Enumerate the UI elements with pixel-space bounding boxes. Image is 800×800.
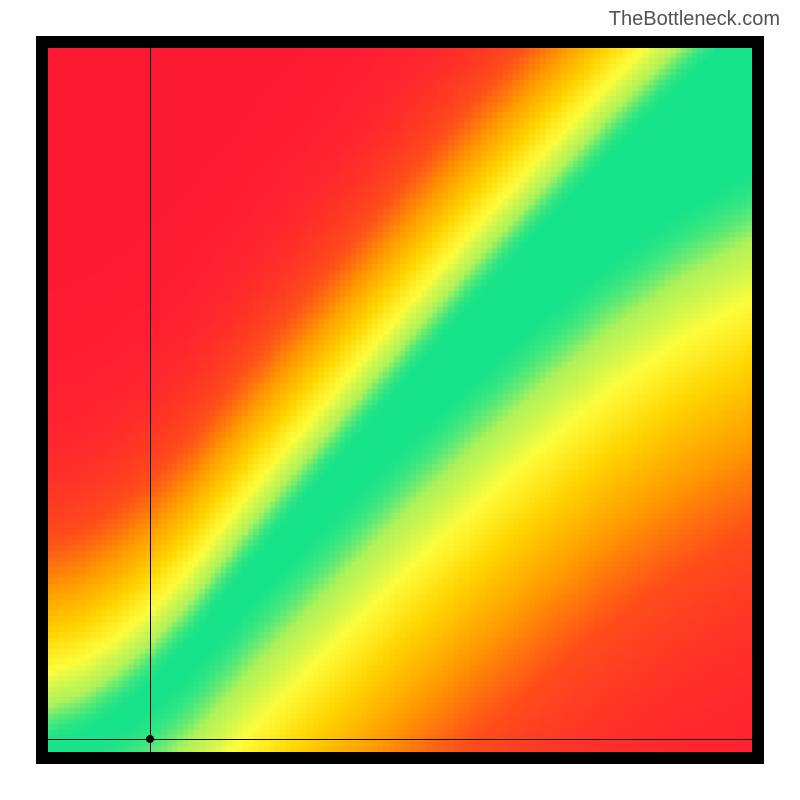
heatmap-plot — [48, 48, 752, 752]
chart-frame — [36, 36, 764, 764]
crosshair-vertical — [150, 48, 151, 752]
heatmap-canvas — [48, 48, 752, 752]
watermark-text: TheBottleneck.com — [609, 8, 780, 31]
crosshair-marker — [146, 735, 154, 743]
